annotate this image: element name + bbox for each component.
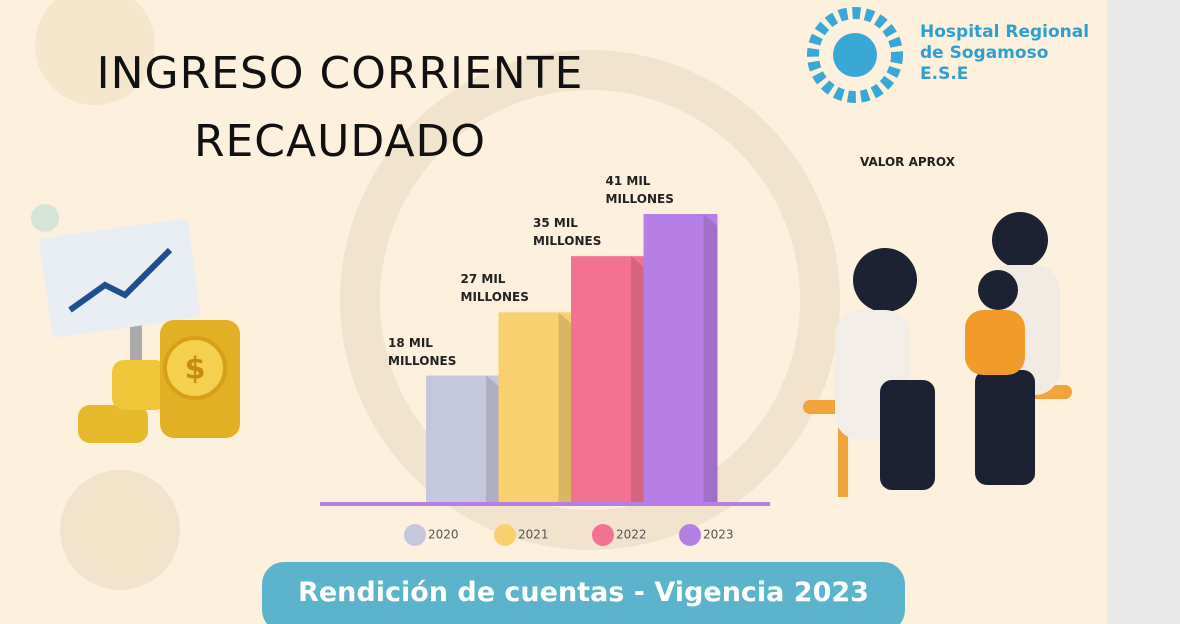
bar-side bbox=[631, 256, 645, 502]
slide: $ 2020 2021 2022 2023 INGRE bbox=[0, 0, 1107, 624]
legend-swatch bbox=[404, 524, 426, 546]
legend-swatch bbox=[679, 524, 701, 546]
svg-text:$: $ bbox=[185, 352, 206, 387]
value-label: 41 MIL MILLONES bbox=[605, 174, 674, 206]
legend-swatch bbox=[494, 524, 516, 546]
legend-label: 2020 bbox=[428, 528, 459, 542]
bar-side bbox=[486, 375, 500, 502]
org-name: Hospital Regional de Sogamoso E.S.E bbox=[920, 22, 1090, 84]
growth-board bbox=[39, 218, 201, 360]
value-label: 35 MIL MILLONES bbox=[533, 216, 602, 249]
legend-label: 2022 bbox=[616, 528, 647, 542]
logo bbox=[807, 7, 903, 103]
bar bbox=[498, 312, 573, 502]
value-label: 18 MIL MILLONES bbox=[388, 335, 457, 368]
title: INGRESO CORRIENTE RECAUDADO bbox=[96, 48, 584, 167]
watermark bbox=[340, 50, 840, 550]
people-illustration bbox=[803, 212, 1072, 497]
bar-side bbox=[703, 214, 718, 502]
legend-label: 2023 bbox=[703, 528, 734, 542]
legend-swatch bbox=[592, 524, 614, 546]
value-label: 27 MIL MILLONES bbox=[460, 272, 529, 305]
bar bbox=[643, 214, 718, 502]
note: VALOR APROX bbox=[860, 155, 955, 169]
chart: $ 2020 2021 2022 2023 bbox=[31, 0, 1072, 590]
deco-circle bbox=[31, 204, 59, 232]
footer: Rendición de cuentas - Vigencia 2023 bbox=[262, 562, 905, 624]
deco-circle bbox=[35, 0, 155, 105]
bar-side bbox=[558, 312, 573, 502]
coins: $ bbox=[78, 320, 240, 443]
deco-circle bbox=[60, 470, 180, 590]
bar bbox=[426, 375, 500, 502]
legend-label: 2021 bbox=[518, 528, 549, 542]
bar bbox=[571, 256, 645, 502]
